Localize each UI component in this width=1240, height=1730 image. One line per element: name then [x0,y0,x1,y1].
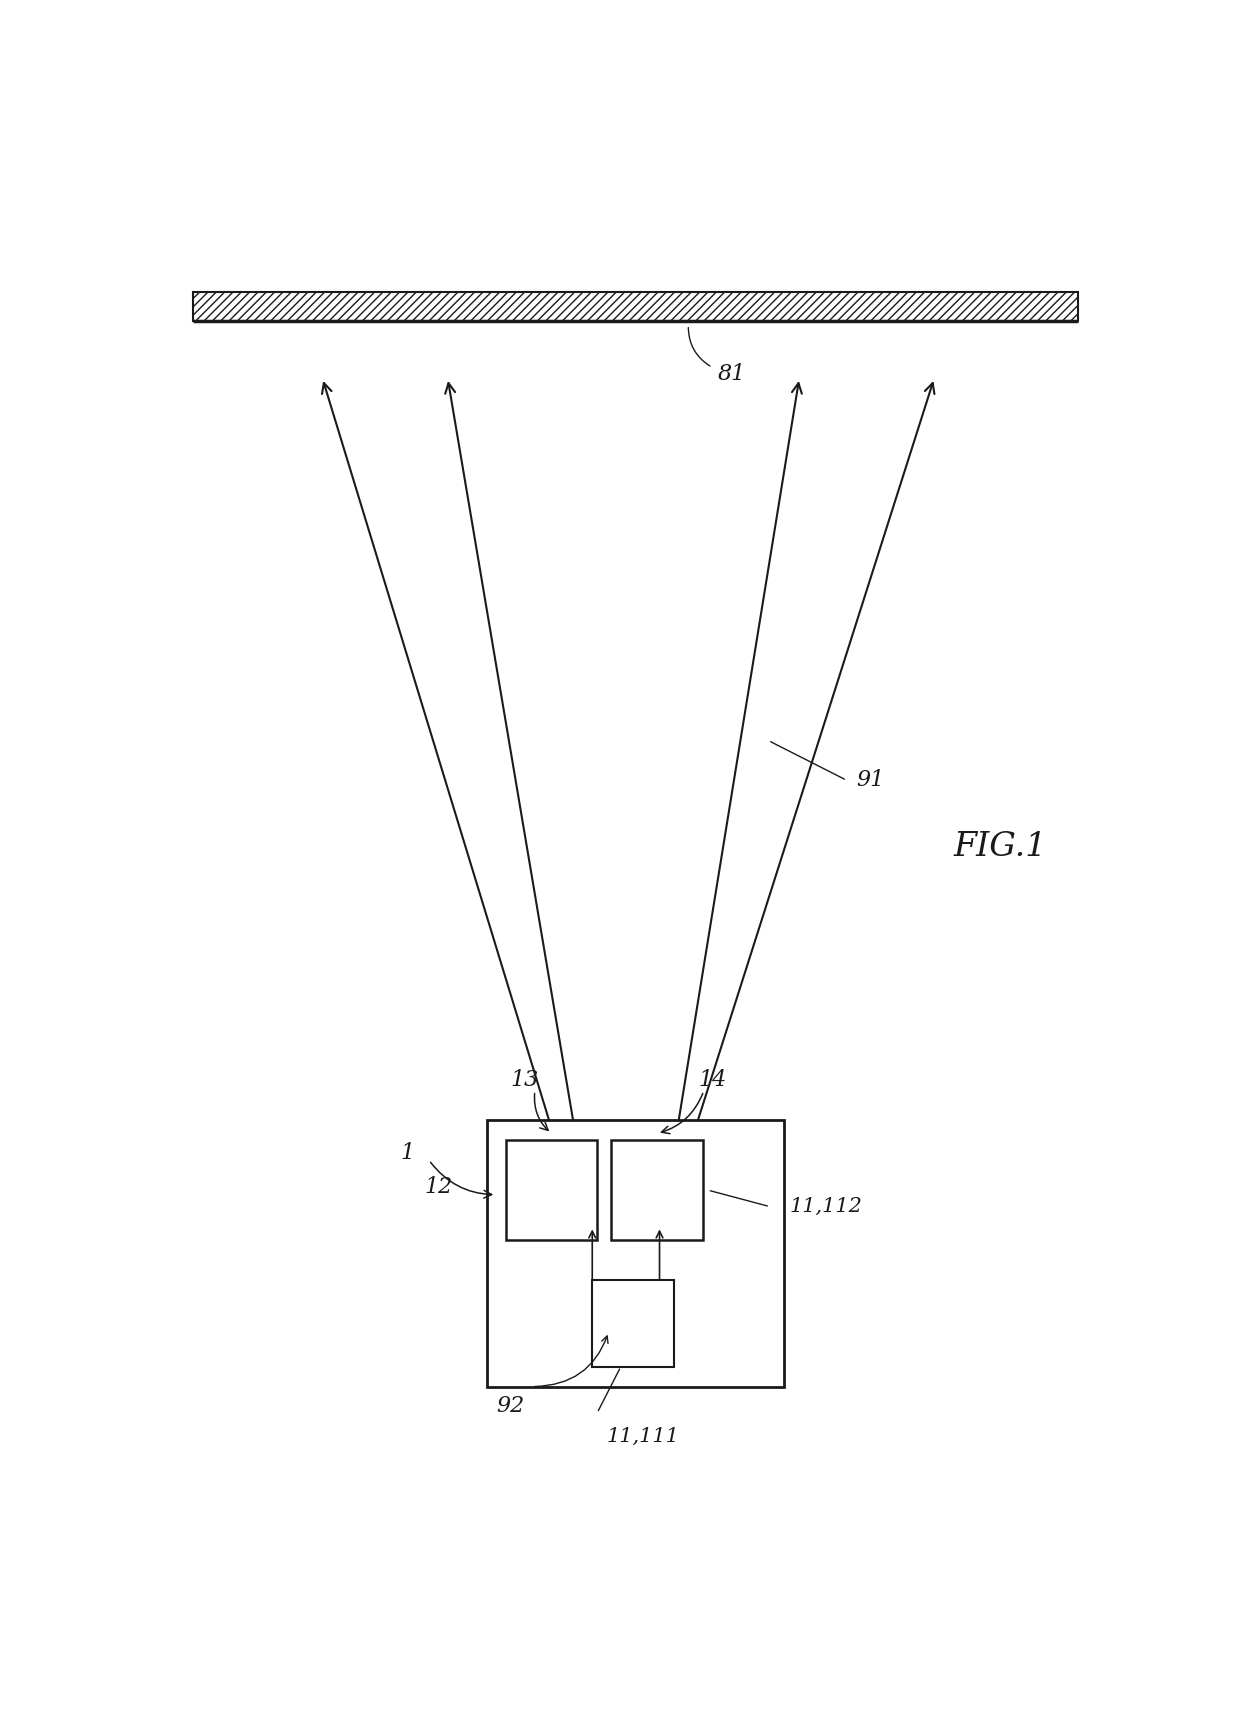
Bar [486,1119,785,1386]
Text: 14: 14 [698,1069,727,1092]
Text: FIG.1: FIG.1 [954,830,1048,863]
Text: 11,112: 11,112 [789,1197,862,1216]
Text: 81: 81 [717,363,745,386]
Text: 91: 91 [857,770,885,791]
Text: 92: 92 [497,1396,525,1417]
Text: 13: 13 [511,1069,539,1092]
Bar [593,1280,675,1367]
Bar [611,1140,703,1240]
Bar [506,1140,596,1240]
Text: 12: 12 [424,1176,453,1197]
Text: 11,111: 11,111 [606,1427,680,1446]
Text: 1: 1 [401,1142,414,1164]
Bar [193,292,1078,320]
